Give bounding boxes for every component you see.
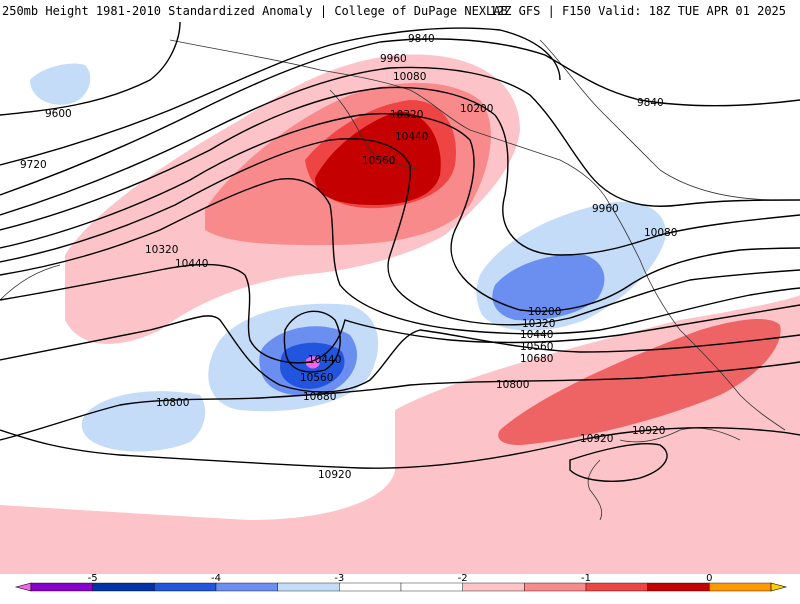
colorbar-swatch bbox=[154, 582, 217, 592]
colorbar-tick-label: -4 bbox=[211, 574, 221, 584]
colorbar-tick-label: -1 bbox=[581, 574, 591, 584]
contour-labels: 9840 9960 10080 10320 10440 10560 10200 … bbox=[20, 33, 677, 481]
contour-label: 10560 bbox=[520, 341, 553, 353]
negative-anomaly-region bbox=[492, 254, 605, 321]
anomaly-map[interactable]: 9840 9960 10080 10320 10440 10560 10200 … bbox=[0, 22, 800, 574]
contour-label: 9840 bbox=[637, 97, 664, 109]
contour-label: 10800 bbox=[496, 379, 529, 391]
contour-label: 9960 bbox=[592, 203, 619, 215]
colorbar-swatch bbox=[770, 582, 788, 592]
contour-label: 9600 bbox=[45, 108, 72, 120]
contour-label: 10680 bbox=[303, 391, 336, 403]
contour-label: 10440 bbox=[520, 329, 553, 341]
colorbar-swatch bbox=[215, 582, 278, 592]
contour-label: 10560 bbox=[362, 155, 395, 167]
contour-label: 10920 bbox=[318, 469, 351, 481]
colorbar-tick-label: 0 bbox=[706, 574, 712, 584]
contour-label: 10560 bbox=[300, 372, 333, 384]
contour-label: 10320 bbox=[145, 244, 178, 256]
negative-anomaly-region bbox=[30, 63, 91, 105]
contour-label: 9960 bbox=[380, 53, 407, 65]
title-bar: 250mb Height 1981-2010 Standardized Anom… bbox=[0, 0, 800, 22]
colorbar-swatch bbox=[339, 582, 402, 592]
positive-anomaly-region bbox=[498, 318, 781, 445]
colorbar-swatch bbox=[14, 582, 32, 592]
colorbar-tick-label: -3 bbox=[334, 574, 344, 584]
colorbar-swatch bbox=[462, 582, 525, 592]
positive-anomaly-region bbox=[0, 295, 800, 574]
colorbar-swatch bbox=[524, 582, 587, 592]
contour-label: 9720 bbox=[20, 159, 47, 171]
colorbar-swatch bbox=[92, 582, 155, 592]
contour-label: 10200 bbox=[528, 306, 561, 318]
contour-label: 10680 bbox=[520, 353, 553, 365]
colorbar-tick-label: -2 bbox=[458, 574, 468, 584]
negative-anomaly-region bbox=[81, 391, 206, 452]
height-contours bbox=[0, 22, 800, 482]
coastlines bbox=[0, 39, 786, 521]
colorbar-swatch bbox=[585, 582, 648, 592]
contour-label: 10920 bbox=[632, 425, 665, 437]
contour-label: 10440 bbox=[308, 354, 341, 366]
model-valid-time: 12Z GFS | F150 Valid: 18Z TUE APR 01 202… bbox=[489, 4, 786, 18]
colorbar-fills bbox=[14, 582, 788, 592]
colorbar-swatch bbox=[400, 582, 463, 592]
contour-label: 10320 bbox=[390, 109, 423, 121]
contour-label: 10080 bbox=[644, 227, 677, 239]
contour-label: 10440 bbox=[175, 258, 208, 270]
colorbar-ticks: -5-4-3-2-1012345 bbox=[88, 573, 713, 584]
colorbar-tick-label: -5 bbox=[88, 574, 98, 584]
contour-label: 10920 bbox=[580, 433, 613, 445]
contour-label: 10800 bbox=[156, 397, 189, 409]
colorbar-swatch bbox=[709, 582, 772, 592]
contour-label: 10440 bbox=[395, 131, 428, 143]
colorbar-swatch bbox=[277, 582, 340, 592]
map-title: 250mb Height 1981-2010 Standardized Anom… bbox=[2, 4, 508, 18]
anomaly-colorbar: -5-4-3-2-1012345 bbox=[0, 573, 800, 600]
contour-label: 9840 bbox=[408, 33, 435, 45]
colorbar-swatch bbox=[30, 582, 93, 592]
contour-label: 10080 bbox=[393, 71, 426, 83]
contour-label: 10320 bbox=[522, 318, 555, 330]
colorbar-swatch bbox=[647, 582, 710, 592]
contour-label: 10200 bbox=[460, 103, 493, 115]
